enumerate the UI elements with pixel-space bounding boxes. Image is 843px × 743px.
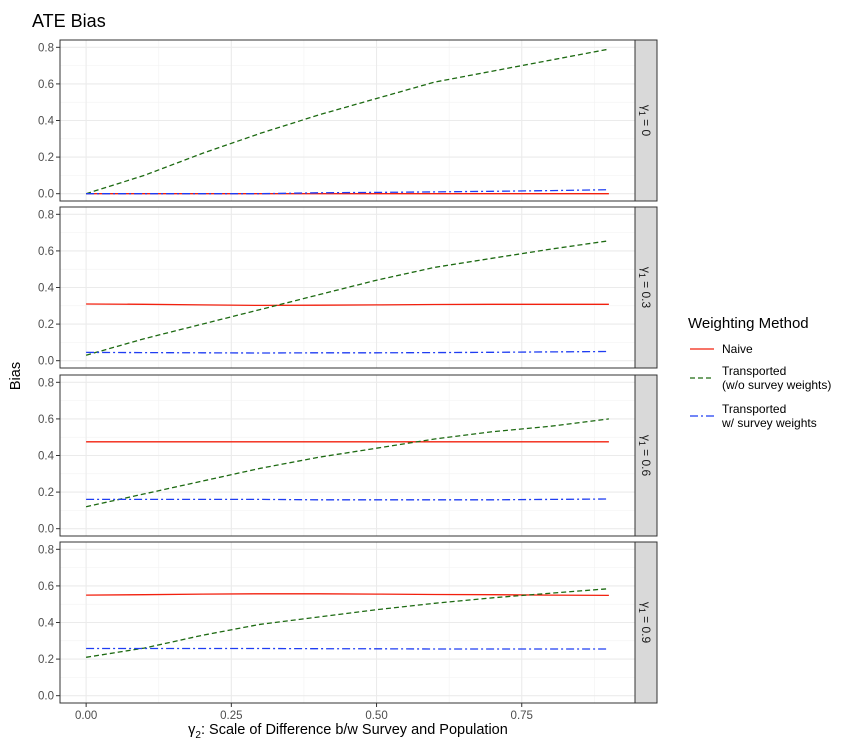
y-tick-label: 0.2 — [38, 654, 54, 666]
y-tick-label: 0.0 — [38, 189, 54, 201]
facet-strip — [634, 541, 658, 704]
x-tick-label: 0.50 — [365, 710, 387, 722]
legend-title: Weighting Method — [688, 315, 809, 332]
strip-subscript: 1 — [637, 608, 647, 613]
facet-panel-1: 0.0 0.2 0.4 0.6 0.8 γ1 = 0 — [38, 39, 658, 202]
x-tick-label: 0.75 — [511, 710, 533, 722]
y-tick-label: 0.6 — [38, 414, 54, 426]
strip-symbol: γ — [639, 435, 653, 441]
series-line-transported_wo — [85, 240, 609, 356]
y-tick-label: 0.4 — [38, 283, 55, 295]
series-line-transported_w — [86, 189, 609, 195]
y-tick-label: 0.6 — [38, 246, 54, 258]
x-axis-title-symbol: γ — [188, 722, 196, 738]
series-line-transported_w — [86, 350, 609, 354]
facet-strip — [634, 39, 658, 202]
y-tick-label: 0.4 — [38, 451, 55, 463]
y-tick-label: 0.8 — [38, 42, 54, 54]
strip-subscript: 1 — [637, 441, 647, 446]
y-tick-label: 0.2 — [38, 152, 54, 164]
series-line-transported_wo — [85, 588, 609, 658]
x-axis-title-subscript: 2 — [195, 730, 201, 741]
facet-strip-label: γ1 = 0.3 — [637, 267, 653, 309]
strip-symbol: γ — [639, 602, 653, 608]
strip-subscript: 1 — [637, 111, 647, 116]
x-axis-title-text: : Scale of Difference b/w Survey and Pop… — [201, 722, 508, 738]
strip-value: = 0.6 — [639, 446, 653, 477]
y-tick-label: 0.2 — [38, 487, 54, 499]
legend-label-transported_wo: (w/o survey weights) — [722, 378, 831, 392]
strip-value: = 0.3 — [639, 278, 653, 309]
series-line-transported_w — [86, 647, 609, 650]
x-tick-label: 0.25 — [220, 710, 242, 722]
series-line-transported_wo — [85, 48, 610, 195]
strip-value: = 0.9 — [639, 613, 653, 644]
facet-panel-3: 0.0 0.2 0.4 0.6 0.8 γ1 = 0.6 — [38, 374, 658, 537]
facet-panel-2: 0.0 0.2 0.4 0.6 0.8 γ1 = 0.3 — [38, 206, 658, 369]
legend-label-transported_w: w/ survey weights — [721, 416, 817, 430]
y-tick-label: 0.2 — [38, 319, 54, 331]
series-line-naive — [86, 303, 609, 307]
panels: 0.00.20.40.60.8γ1 = 00.00.20.40.60.8γ1 =… — [38, 39, 658, 704]
strip-subscript: 1 — [637, 273, 647, 278]
facet-panel-4: 0.0 0.2 0.4 0.6 0.8 γ1 = 0.9 — [38, 541, 658, 704]
strip-value: = 0 — [639, 116, 653, 137]
facet-strip-label: γ1 = 0.6 — [637, 435, 653, 477]
series-line-transported_w — [86, 498, 609, 501]
strip-symbol: γ — [639, 267, 653, 273]
chart-title: ATE Bias — [32, 11, 106, 31]
facet-strip-label: γ1 = 0.9 — [637, 602, 653, 644]
facet-strip — [634, 374, 658, 537]
y-tick-label: 0.4 — [38, 116, 55, 128]
legend-label-transported_w: Transported — [722, 402, 786, 416]
strip-symbol: γ — [639, 105, 653, 111]
y-axis-title: Bias — [8, 362, 24, 390]
y-tick-label: 0.0 — [38, 524, 54, 536]
y-tick-label: 0.0 — [38, 691, 54, 703]
x-axis-title: γ2: Scale of Difference b/w Survey and P… — [188, 722, 508, 741]
y-tick-label: 0.4 — [38, 618, 55, 630]
legend-label-naive: Naive — [722, 342, 753, 356]
y-tick-label: 0.8 — [38, 544, 54, 556]
x-tick-label: 0.00 — [75, 710, 97, 722]
y-tick-label: 0.8 — [38, 209, 54, 221]
facet-strip — [634, 206, 658, 369]
facet-strip-label: γ1 = 0 — [637, 105, 653, 137]
legend-label-transported_wo: Transported — [722, 364, 786, 378]
y-tick-label: 0.8 — [38, 377, 54, 389]
series-line-transported_wo — [85, 418, 609, 508]
x-axis: 0.00 0.25 0.50 0.75 — [75, 703, 533, 722]
y-tick-label: 0.6 — [38, 79, 54, 91]
y-tick-label: 0.6 — [38, 581, 54, 593]
y-tick-label: 0.0 — [38, 356, 54, 368]
